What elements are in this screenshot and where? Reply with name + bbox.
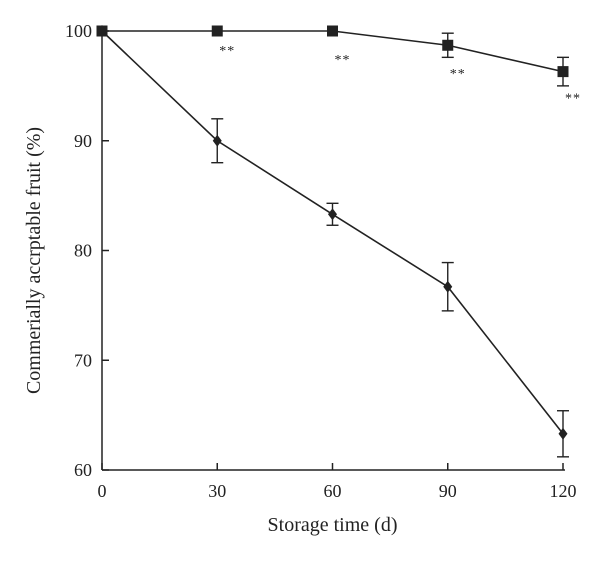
data-point [443,280,453,293]
significance-label: ** [335,53,351,68]
y-tick-label: 100 [65,21,92,41]
data-point [557,66,569,78]
x-tick-label: 0 [98,481,107,501]
y-tick-label: 70 [74,350,92,370]
data-point [327,25,338,37]
y-tick-label: 60 [74,460,92,480]
x-tick-label: 120 [550,481,577,501]
ticks: 60 70 80 90 100 0 30 60 90 120 [65,21,577,501]
data-point [211,25,223,37]
x-tick-label: 30 [208,481,226,501]
data-point [328,208,337,221]
data-point [212,134,222,147]
data-point [558,427,568,440]
significance-label: ** [450,67,466,82]
x-tick-label: 90 [439,481,457,501]
axes [101,29,565,471]
series-group [96,25,569,458]
series-0 [96,25,569,87]
y-axis-label: Commerially accrptable fruit (%) [23,127,45,394]
data-point [442,39,454,51]
series-line [101,30,564,435]
y-tick-label: 80 [74,241,92,261]
data-point [97,25,107,37]
annotations: ** ** ** ** [219,44,581,106]
significance-label: ** [565,91,581,106]
series-line [102,30,564,73]
significance-label: ** [219,44,235,59]
x-tick-label: 60 [324,481,342,501]
series-1 [97,25,569,458]
x-axis-label: Storage time (d) [268,514,398,536]
y-tick-label: 90 [74,131,92,151]
